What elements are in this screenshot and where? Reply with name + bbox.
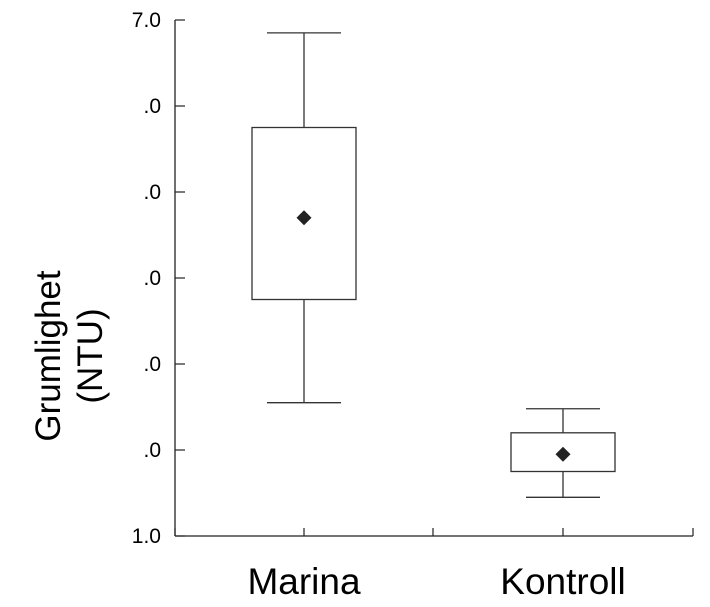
y-axis-ticks: 1.0 .0 .0 .0 .0 .0 7.0 xyxy=(132,9,185,548)
y-axis-title: Grumlighet(NTU) xyxy=(29,270,110,441)
y-tick-label: .0 xyxy=(143,95,161,118)
y-tick-label: .0 xyxy=(143,439,161,462)
y-axis-title-line: Grumlighet xyxy=(29,270,68,441)
y-tick-label: 7.0 xyxy=(132,9,161,32)
mean-marker xyxy=(296,210,312,226)
y-tick-label: 1.0 xyxy=(132,525,161,548)
box-plot-series xyxy=(251,32,616,498)
mean-marker xyxy=(555,446,571,462)
x-tick-label: Kontroll xyxy=(500,561,625,602)
y-axis-title-line: (NTU) xyxy=(71,308,110,403)
box-marina xyxy=(251,32,357,404)
y-tick-label: .0 xyxy=(143,267,161,290)
x-axis-ticks: Marina Kontroll xyxy=(174,528,694,602)
y-axis-title-text: Grumlighet(NTU) xyxy=(29,270,110,441)
box-kontroll xyxy=(510,408,616,498)
y-tick-label: .0 xyxy=(143,181,161,204)
x-tick-label: Marina xyxy=(247,561,361,602)
y-tick-label: .0 xyxy=(143,353,161,376)
